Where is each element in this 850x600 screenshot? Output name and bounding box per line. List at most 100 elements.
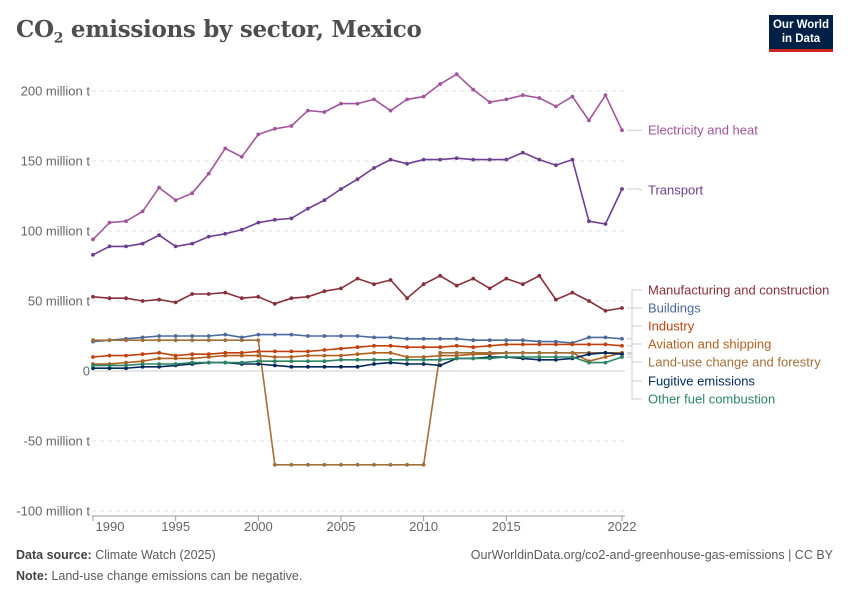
- owid-logo[interactable]: Our World in Data: [769, 15, 833, 52]
- label-connector: [627, 188, 642, 191]
- data-point: [388, 108, 393, 113]
- series-line-manufacturing-and-construction: [92, 274, 623, 312]
- data-point: [206, 334, 211, 338]
- data-point: [306, 353, 310, 358]
- data-point: [471, 157, 476, 162]
- data-point: [140, 338, 145, 343]
- data-point: [587, 342, 591, 347]
- chart-note: Note: Land-use change emissions can be n…: [16, 569, 302, 583]
- data-point: [620, 128, 624, 133]
- data-point: [256, 353, 261, 358]
- label-connector: [627, 353, 642, 382]
- data-point: [603, 308, 608, 313]
- data-point: [487, 356, 492, 361]
- data-point: [91, 366, 95, 371]
- data-point: [553, 350, 558, 355]
- data-point: [306, 349, 310, 354]
- data-point: [173, 356, 178, 361]
- data-point: [553, 355, 558, 359]
- data-point: [372, 350, 376, 355]
- data-point: [603, 93, 608, 98]
- data-point: [223, 338, 228, 343]
- data-point: [289, 359, 294, 364]
- data-point: [620, 336, 624, 341]
- data-point: [388, 343, 393, 348]
- data-point: [438, 363, 443, 368]
- series-line-transport: [92, 151, 623, 256]
- data-point: [421, 345, 426, 350]
- data-point: [570, 94, 575, 99]
- y-tick-label: 150 million t: [21, 154, 91, 169]
- x-tick-label: 2015: [492, 519, 521, 534]
- data-point: [256, 359, 261, 364]
- data-point: [140, 299, 145, 303]
- title-text: CO: [16, 16, 54, 43]
- data-point: [339, 346, 343, 351]
- data-point: [537, 342, 542, 347]
- series-label: Fugitive emissions: [648, 374, 755, 389]
- data-point: [322, 359, 327, 364]
- data-point: [487, 350, 492, 355]
- data-point: [91, 237, 95, 242]
- source-url[interactable]: OurWorldinData.org/co2-and-greenhouse-ga…: [470, 548, 833, 562]
- data-point: [223, 350, 228, 355]
- data-point: [173, 334, 178, 338]
- data-point: [388, 357, 393, 362]
- data-point: [454, 350, 459, 355]
- data-point: [306, 294, 310, 299]
- data-point: [339, 187, 343, 191]
- data-point: [388, 360, 393, 365]
- data-point: [289, 296, 294, 301]
- data-point: [553, 342, 558, 347]
- data-point: [190, 191, 195, 196]
- data-point: [339, 286, 343, 291]
- data-point: [289, 355, 294, 359]
- data-point: [487, 100, 492, 105]
- data-point: [322, 462, 327, 467]
- data-point: [107, 338, 112, 343]
- series-label: Industry: [648, 319, 695, 334]
- data-point: [372, 462, 376, 467]
- data-point: [289, 124, 294, 128]
- data-point: [206, 292, 211, 296]
- data-point: [620, 343, 624, 348]
- data-point: [91, 294, 95, 299]
- data-point: [239, 335, 244, 340]
- title-rest: emissions by sector, Mexico: [63, 16, 422, 43]
- data-point: [322, 364, 327, 369]
- data-point: [454, 283, 459, 288]
- data-point: [355, 345, 360, 350]
- data-point: [438, 157, 443, 162]
- data-point: [322, 198, 327, 203]
- data-point: [322, 353, 327, 358]
- data-point: [438, 273, 443, 278]
- data-point: [372, 166, 376, 170]
- source-text[interactable]: Climate Watch (2025): [95, 548, 216, 562]
- data-point: [289, 216, 294, 221]
- data-point: [173, 353, 178, 358]
- data-point: [272, 217, 277, 222]
- data-point: [173, 362, 178, 366]
- data-point: [124, 360, 128, 365]
- data-point: [355, 462, 360, 467]
- data-point: [107, 220, 112, 225]
- data-point: [107, 353, 112, 358]
- data-point: [157, 185, 162, 190]
- label-connector: [627, 307, 642, 340]
- data-point: [570, 350, 575, 355]
- data-point: [256, 338, 261, 343]
- data-point: [239, 338, 244, 343]
- data-point: [339, 462, 343, 467]
- data-point: [438, 336, 443, 341]
- data-point: [520, 93, 525, 98]
- data-point: [206, 171, 211, 176]
- data-point: [157, 356, 162, 361]
- data-point: [372, 97, 376, 102]
- note-text: Land-use change emissions can be negativ…: [51, 569, 303, 583]
- data-point: [603, 350, 608, 355]
- source-label: Data source:: [16, 548, 92, 562]
- data-point: [157, 297, 162, 302]
- data-point: [587, 360, 591, 365]
- data-point: [206, 338, 211, 343]
